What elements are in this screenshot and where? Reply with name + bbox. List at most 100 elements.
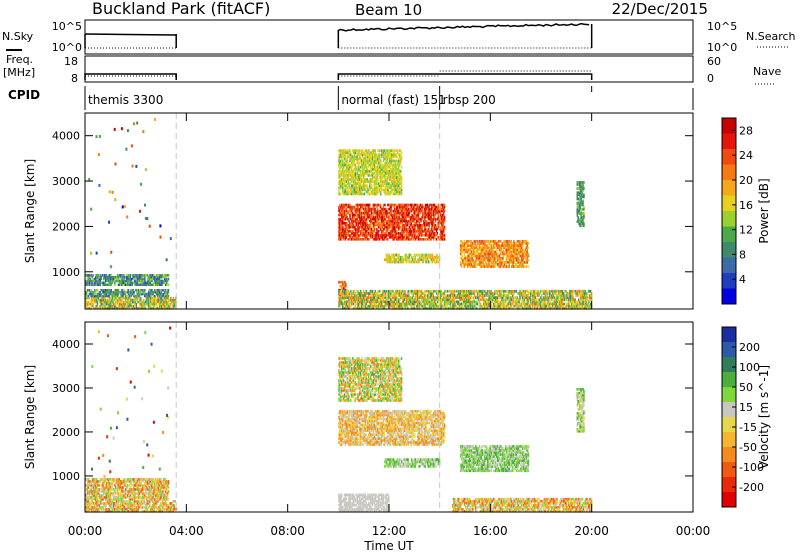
sparse-echo — [138, 209, 141, 213]
echo-cell — [456, 289, 458, 293]
echo-cell — [95, 291, 97, 294]
echo-cell — [429, 213, 431, 217]
echo-cell — [432, 294, 434, 297]
echo-cell — [492, 246, 494, 249]
echo-cell — [379, 236, 382, 239]
echo-cell — [342, 302, 344, 306]
echo-cell — [387, 221, 390, 225]
echo-cell — [89, 302, 91, 306]
echo-cell — [481, 304, 483, 308]
echo-cell — [409, 232, 412, 235]
echo-cell — [475, 296, 477, 299]
echo-cell — [487, 261, 490, 264]
echo-cell — [347, 296, 349, 299]
echo-cell — [375, 227, 377, 231]
echo-cell — [443, 219, 446, 223]
echo-cell — [142, 289, 144, 292]
echo-cell — [526, 304, 528, 308]
echo-cell — [401, 203, 403, 207]
echo-cell — [105, 279, 107, 283]
echo-cell — [101, 296, 103, 300]
echo-cell — [418, 289, 420, 293]
echo-cell — [428, 300, 431, 304]
echo-cell — [159, 300, 162, 304]
echo-cell — [524, 302, 527, 306]
echo-cell — [98, 283, 101, 286]
echo-cell — [418, 234, 421, 237]
echo-cell — [504, 300, 507, 304]
echo-cell — [357, 207, 359, 211]
echo-cell — [158, 279, 161, 283]
echo-cell — [475, 300, 477, 304]
echo-cell — [351, 294, 353, 297]
echo-cell — [521, 248, 523, 252]
echo-cell — [413, 236, 415, 239]
echo-cell — [391, 215, 393, 219]
echo-cell — [512, 254, 514, 258]
echo-cell — [376, 205, 378, 209]
echo-cell — [103, 294, 105, 298]
echo-cell — [410, 289, 413, 293]
echo-cell — [541, 289, 543, 293]
echo-cell — [488, 242, 491, 245]
echo-cell — [94, 300, 96, 304]
echo-cell — [532, 294, 534, 297]
echo-cell — [470, 252, 473, 256]
sparse-echo — [165, 258, 168, 262]
echo-cell — [508, 258, 510, 262]
echo-cell — [102, 300, 104, 304]
echo-cell — [405, 205, 407, 209]
echo-cell — [550, 306, 552, 310]
echo-cell — [113, 298, 115, 302]
echo-cell — [144, 283, 146, 286]
echo-cell — [114, 304, 117, 308]
echo-cell — [512, 244, 514, 247]
echo-cell — [499, 304, 501, 308]
echo-cell — [472, 252, 474, 256]
echo-cell — [390, 219, 393, 223]
echo-cell — [440, 304, 443, 308]
echo-cell — [514, 252, 517, 256]
echo-cell — [467, 261, 469, 264]
echo-cell — [508, 296, 510, 299]
echo-cell — [423, 302, 425, 306]
echo-cell — [105, 277, 108, 281]
echo-cell — [129, 276, 131, 279]
echo-cell — [466, 294, 469, 297]
echo-cell — [523, 296, 526, 299]
echo-cell — [476, 248, 478, 252]
echo-cell — [471, 265, 474, 268]
echo-cell — [366, 205, 368, 209]
echo-cell — [410, 215, 412, 219]
echo-cell — [520, 244, 522, 247]
echo-cell — [440, 219, 442, 223]
echo-cell — [542, 306, 545, 310]
echo-cell — [123, 281, 125, 285]
echo-cell — [356, 209, 358, 213]
echo-cell — [388, 211, 391, 215]
echo-cell — [479, 244, 482, 247]
echo-cell — [339, 284, 341, 288]
echo-cell — [496, 298, 499, 302]
echo-cell — [393, 292, 395, 295]
echo-cell — [524, 242, 527, 245]
echo-cell — [387, 300, 389, 304]
echo-cell — [403, 227, 405, 231]
echo-cell — [441, 304, 443, 308]
echo-cell — [390, 205, 393, 209]
echo-cell — [341, 225, 343, 229]
echo-cell — [414, 215, 416, 219]
echo-cell — [106, 283, 109, 286]
echo-cell — [513, 240, 515, 243]
echo-cell — [509, 256, 511, 260]
echo-cell — [474, 250, 476, 254]
echo-cell — [154, 281, 156, 285]
echo-cell — [433, 213, 435, 217]
echo-cell — [341, 225, 344, 229]
echo-cell — [413, 211, 415, 215]
echo-cell — [370, 289, 373, 293]
echo-cell — [499, 294, 501, 297]
echo-cell — [461, 248, 464, 252]
echo-cell — [495, 252, 498, 256]
echo-cell — [459, 244, 462, 247]
